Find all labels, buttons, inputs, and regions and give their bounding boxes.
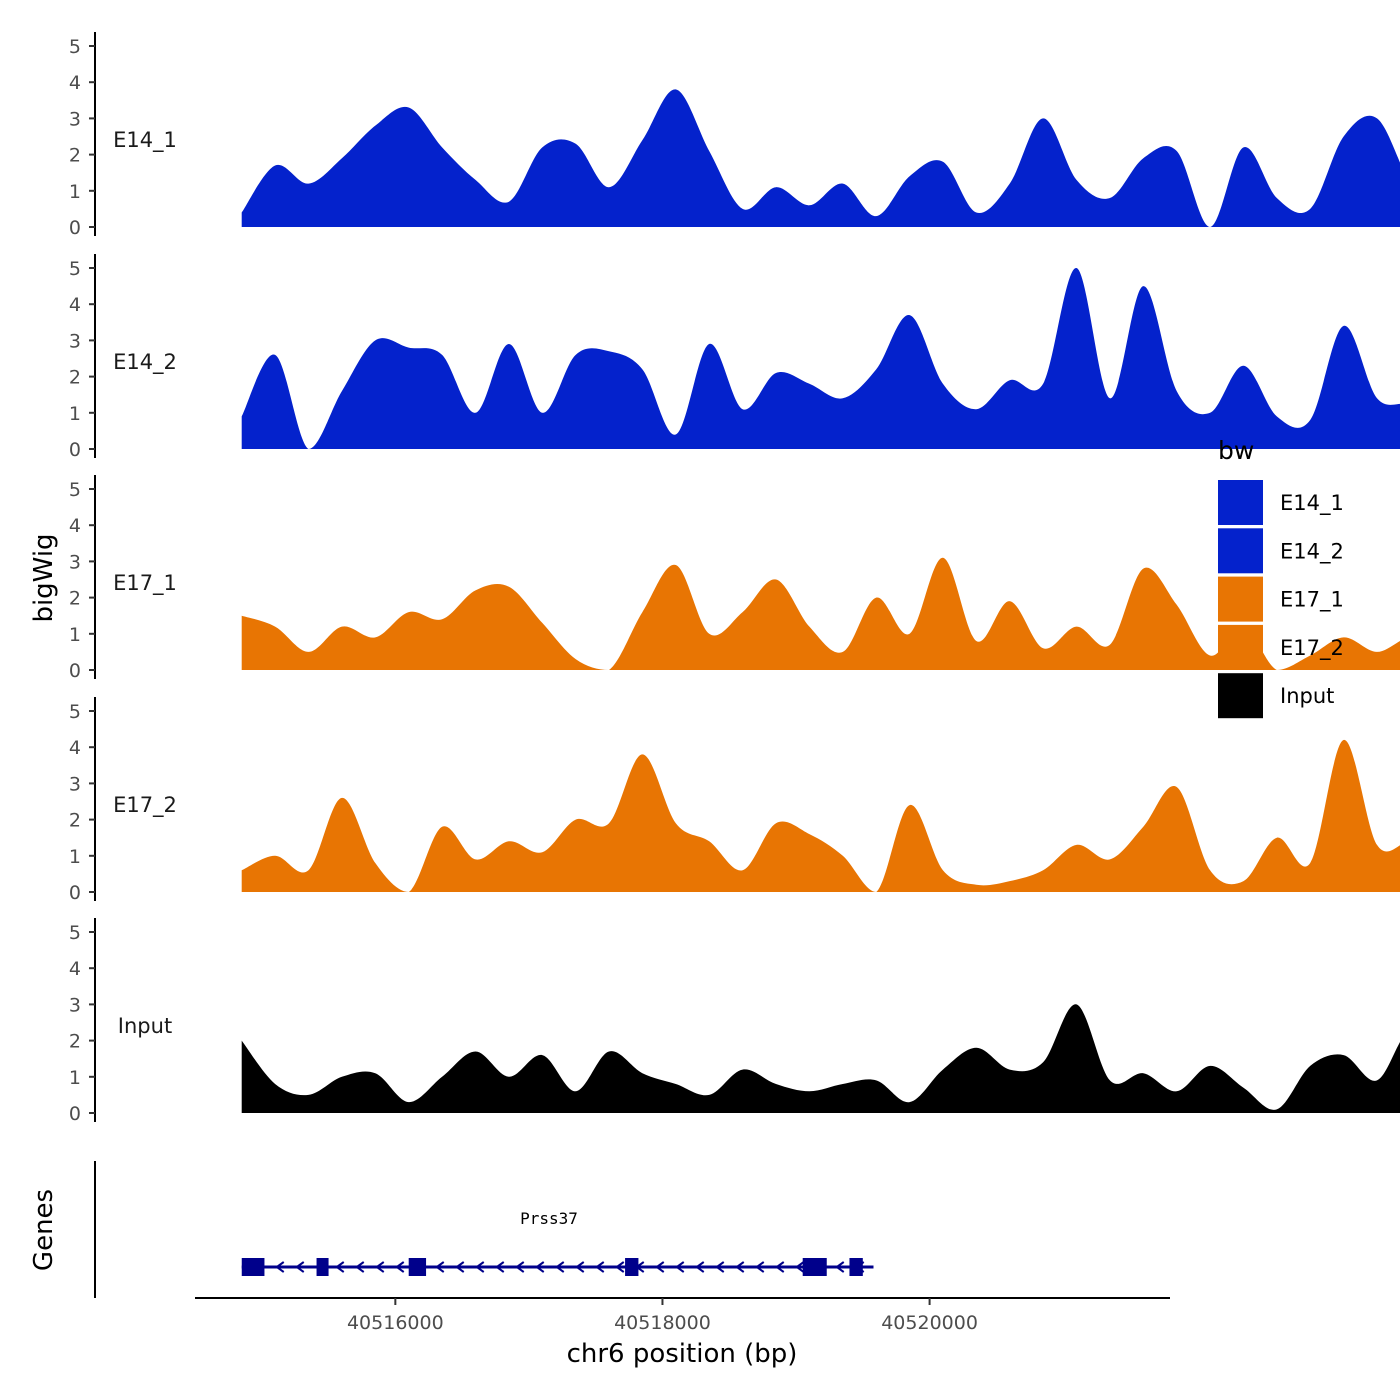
legend-label: E14_1 (1280, 491, 1344, 516)
x-axis-title: chr6 position (bp) (567, 1339, 798, 1369)
coverage-area-E14_2 (241, 267, 1400, 449)
genes-axis-title: Genes (29, 1189, 59, 1271)
track-label: E17_2 (113, 793, 177, 818)
legend: bw E14_1 E14_2 E17_1 E17_2 Input (1218, 436, 1344, 719)
y-tick-label: 0 (69, 217, 81, 239)
strand-arrow (395, 1261, 405, 1273)
strand-arrow (675, 1261, 685, 1273)
strand-arrow (795, 1261, 805, 1273)
y-tick-label: 2 (69, 367, 81, 389)
coverage-area-Input (241, 1004, 1400, 1113)
track-panel-E17_2: 0 1 2 3 4 5 E17_2 (69, 697, 1400, 904)
exon-block (316, 1258, 329, 1276)
exon-block (408, 1258, 427, 1276)
y-tick-label: 2 (69, 1031, 81, 1053)
y-tick-label: 1 (69, 403, 81, 425)
strand-arrow (835, 1261, 845, 1273)
y-tick-label: 3 (69, 994, 81, 1016)
x-axis: chr6 position (bp) 40516000 40518000 40520… (195, 1297, 1170, 1369)
coverage-area-E14_1 (241, 89, 1400, 227)
y-tick-label: 5 (69, 36, 81, 58)
strand-arrow (495, 1261, 505, 1273)
y-tick-label: 0 (69, 882, 81, 904)
y-tick-label: 5 (69, 479, 81, 501)
strand-arrow (695, 1261, 705, 1273)
tracks-layer: 0 1 2 3 4 5 E14_1 0 1 2 3 4 5 E14_2 0 1 2 3 4 5 E17_1 0 1 2 3 4 5 E… (69, 32, 1400, 1125)
legend-swatch-E14_2 (1218, 528, 1263, 574)
y-tick-label: 2 (69, 588, 81, 610)
strand-arrow (375, 1261, 385, 1273)
y-tick-label: 0 (69, 660, 81, 682)
y-tick-label: 1 (69, 1067, 81, 1089)
coverage-area-E17_2 (241, 739, 1400, 892)
y-tick-label: 4 (69, 958, 81, 980)
exon-block (849, 1258, 863, 1276)
y-tick-label: 2 (69, 810, 81, 832)
strand-arrow (515, 1261, 525, 1273)
strand-arrow (535, 1261, 545, 1273)
strand-arrow (715, 1261, 725, 1273)
track-label: E14_2 (113, 350, 177, 375)
x-tick-label: 40520000 (881, 1312, 978, 1334)
track-label: E17_1 (113, 571, 177, 596)
y-tick-label: 5 (69, 922, 81, 944)
track-label: E14_1 (113, 128, 177, 153)
y-tick-label: 0 (69, 439, 81, 461)
strand-arrow (335, 1261, 345, 1273)
strand-arrow (655, 1261, 665, 1273)
legend-swatch-E14_1 (1218, 480, 1263, 525)
legend-label: E14_2 (1280, 539, 1344, 564)
y-tick-label: 1 (69, 624, 81, 646)
y-tick-label: 4 (69, 515, 81, 537)
strand-arrow (575, 1261, 585, 1273)
strand-arrow (595, 1261, 605, 1273)
legend-swatch-E17_1 (1218, 576, 1263, 622)
strand-arrow (735, 1261, 745, 1273)
legend-swatch-E17_2 (1218, 624, 1263, 670)
strand-arrow (295, 1261, 305, 1273)
strand-arrow (555, 1261, 565, 1273)
y-tick-label: 3 (69, 773, 81, 795)
track-panel-Input: 0 1 2 3 4 5 Input (69, 918, 1400, 1125)
track-label: Input (118, 1014, 172, 1038)
coverage-area-E17_1 (241, 557, 1400, 670)
strand-arrow (275, 1261, 285, 1273)
legend-label: E17_1 (1280, 588, 1344, 613)
y-tick-label: 2 (69, 145, 81, 167)
strand-arrow (355, 1261, 365, 1273)
y-tick-label: 0 (69, 1103, 81, 1125)
y-axis-title: bigWig (29, 533, 59, 622)
track-panel-E14_2: 0 1 2 3 4 5 E14_2 (69, 254, 1400, 461)
gene-name-label: Prss37 (520, 1209, 578, 1228)
legend-title: bw (1218, 436, 1254, 465)
y-tick-label: 4 (69, 737, 81, 759)
strand-arrow (435, 1261, 445, 1273)
y-tick-label: 3 (69, 330, 81, 352)
y-tick-label: 3 (69, 551, 81, 573)
y-tick-label: 1 (69, 846, 81, 868)
exon-block (241, 1258, 265, 1276)
y-tick-label: 4 (69, 294, 81, 316)
legend-swatch-Input (1218, 673, 1263, 719)
track-panel-E14_1: 0 1 2 3 4 5 E14_1 (69, 32, 1400, 239)
strand-arrow (475, 1261, 485, 1273)
track-panel-E17_1: 0 1 2 3 4 5 E17_1 (69, 475, 1400, 682)
legend-label: E17_2 (1280, 636, 1344, 661)
strand-arrow (455, 1261, 465, 1273)
x-tick-label: 40516000 (347, 1312, 444, 1334)
legend-label: Input (1280, 684, 1334, 708)
exon-block (802, 1258, 827, 1276)
y-tick-label: 5 (69, 701, 81, 723)
y-tick-label: 4 (69, 72, 81, 94)
y-tick-label: 3 (69, 108, 81, 130)
exon-block (625, 1258, 639, 1276)
strand-arrow (615, 1261, 625, 1273)
x-tick-label: 40518000 (614, 1312, 711, 1334)
y-tick-label: 1 (69, 181, 81, 203)
strand-arrow (755, 1261, 765, 1273)
gene-track: Genes Prss37 (29, 1161, 874, 1298)
strand-arrow (775, 1261, 785, 1273)
y-tick-label: 5 (69, 258, 81, 280)
